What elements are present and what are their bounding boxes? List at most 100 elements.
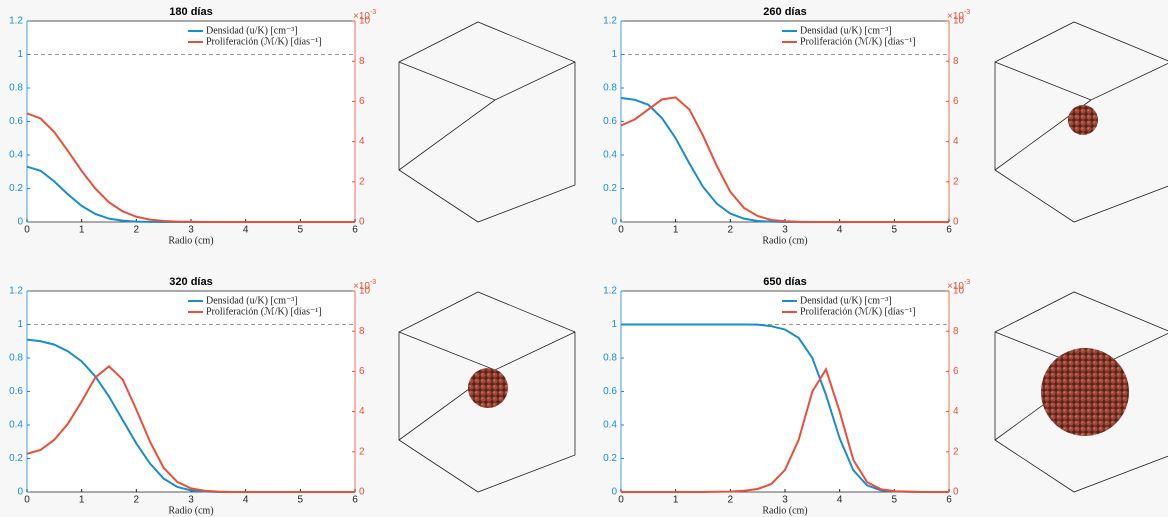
legend-label: Densidad (u/K) [cm⁻³]	[800, 295, 892, 306]
multiplier-exponent: -3	[370, 279, 376, 286]
x-tick-label: 0	[618, 495, 624, 506]
y2-tick-label: 4	[359, 406, 365, 417]
legend-label: Densidad (u/K) [cm⁻³]	[206, 25, 298, 36]
y2-tick-label: 2	[359, 176, 365, 187]
x-tick-label: 5	[298, 225, 304, 236]
x-tick-label: 3	[782, 495, 788, 506]
x-tick-label: 0	[24, 225, 30, 236]
tumor	[1041, 348, 1129, 436]
y2-multiplier: ×10-3	[353, 9, 376, 22]
y-tick-label: 0.2	[9, 183, 23, 194]
x-tick-label: 5	[892, 495, 898, 506]
legend-label: Proliferación (ℳ/K) [días⁻¹]	[800, 36, 916, 47]
series-line	[621, 323, 949, 493]
y2-tick-label: 0	[953, 487, 959, 498]
x-tick-label: 2	[134, 495, 140, 506]
x-tick-label: 4	[837, 225, 843, 236]
y2-tick-label: 6	[953, 96, 959, 107]
x-tick-label: 2	[728, 225, 734, 236]
cube-panel	[994, 21, 1168, 223]
y2-tick-label: 0	[359, 487, 365, 498]
y2-tick-label: 6	[359, 366, 365, 377]
legend-label: Densidad (u/K) [cm⁻³]	[206, 295, 298, 306]
y2-tick-label: 4	[359, 136, 365, 147]
cube	[398, 21, 576, 223]
y-tick-label: 0.2	[603, 183, 617, 194]
x-tick-label: 6	[946, 225, 952, 236]
x-tick-label: 6	[946, 495, 952, 506]
plot-area	[27, 291, 355, 492]
y-tick-label: 0.4	[9, 150, 23, 161]
y2-tick-label: 2	[359, 446, 365, 457]
x-tick-label: 2	[728, 495, 734, 506]
y-tick-label: 0	[17, 487, 23, 498]
y-tick-label: 0.4	[9, 420, 23, 431]
y-tick-label: 1	[611, 49, 617, 60]
y2-tick-label: 2	[953, 446, 959, 457]
x-tick-label: 3	[188, 495, 194, 506]
cube-panel	[398, 291, 576, 493]
cube-panel	[994, 291, 1168, 493]
y2-tick-label: 8	[953, 56, 959, 67]
x-tick-label: 6	[352, 495, 358, 506]
chart-title: 260 días	[763, 6, 806, 18]
y-tick-label: 0.8	[603, 353, 617, 364]
cube-edge	[398, 331, 576, 371]
plot-area	[27, 21, 355, 222]
plot-area	[621, 291, 949, 492]
plot-area	[621, 21, 949, 222]
tumor	[468, 368, 508, 408]
y2-tick-label: 0	[359, 217, 365, 228]
x-axis-label: Radio (cm)	[168, 505, 213, 516]
y2-tick-label: 10	[953, 16, 965, 27]
y-tick-label: 1.2	[9, 16, 23, 27]
y-tick-label: 1.2	[9, 286, 23, 297]
cube-edge	[398, 99, 496, 171]
y2-tick-label: 10	[359, 286, 371, 297]
multiplier-exponent: -3	[370, 9, 376, 16]
y-tick-label: 0.8	[9, 83, 23, 94]
series-line	[620, 96, 949, 223]
series-line	[621, 367, 949, 493]
y2-tick-label: 4	[953, 136, 959, 147]
x-tick-label: 0	[618, 225, 624, 236]
x-tick-label: 4	[837, 495, 843, 506]
y-tick-label: 1	[17, 319, 23, 330]
y-tick-label: 0.6	[9, 386, 23, 397]
x-tick-label: 3	[782, 225, 788, 236]
x-tick-label: 4	[243, 495, 249, 506]
y-tick-label: 1.2	[603, 286, 617, 297]
y-tick-label: 0	[611, 217, 617, 228]
y2-tick-label: 6	[359, 96, 365, 107]
y2-tick-label: 10	[953, 286, 965, 297]
y-tick-label: 0.6	[603, 386, 617, 397]
multiplier-base: ×10	[947, 11, 964, 22]
y2-multiplier: ×10-3	[947, 279, 970, 292]
x-axis-label: Radio (cm)	[168, 235, 213, 246]
legend-label: Proliferación (ℳ/K) [días⁻¹]	[206, 306, 322, 317]
cube-edge	[994, 61, 1168, 101]
y-tick-label: 0	[611, 487, 617, 498]
x-tick-label: 2	[134, 225, 140, 236]
x-tick-label: 1	[673, 495, 679, 506]
x-tick-label: 3	[188, 225, 194, 236]
x-tick-label: 1	[79, 495, 85, 506]
chart-title: 320 días	[169, 276, 212, 288]
y-tick-label: 0.8	[603, 83, 617, 94]
x-axis-label: Radio (cm)	[762, 235, 807, 246]
y2-tick-label: 10	[359, 16, 371, 27]
multiplier-base: ×10	[353, 281, 370, 292]
y2-tick-label: 6	[953, 366, 959, 377]
y2-multiplier: ×10-3	[353, 279, 376, 292]
multiplier-base: ×10	[353, 11, 370, 22]
y-tick-label: 0	[17, 217, 23, 228]
y-tick-label: 1	[611, 319, 617, 330]
y-tick-label: 1	[17, 49, 23, 60]
x-tick-label: 1	[673, 225, 679, 236]
x-tick-label: 0	[24, 495, 30, 506]
